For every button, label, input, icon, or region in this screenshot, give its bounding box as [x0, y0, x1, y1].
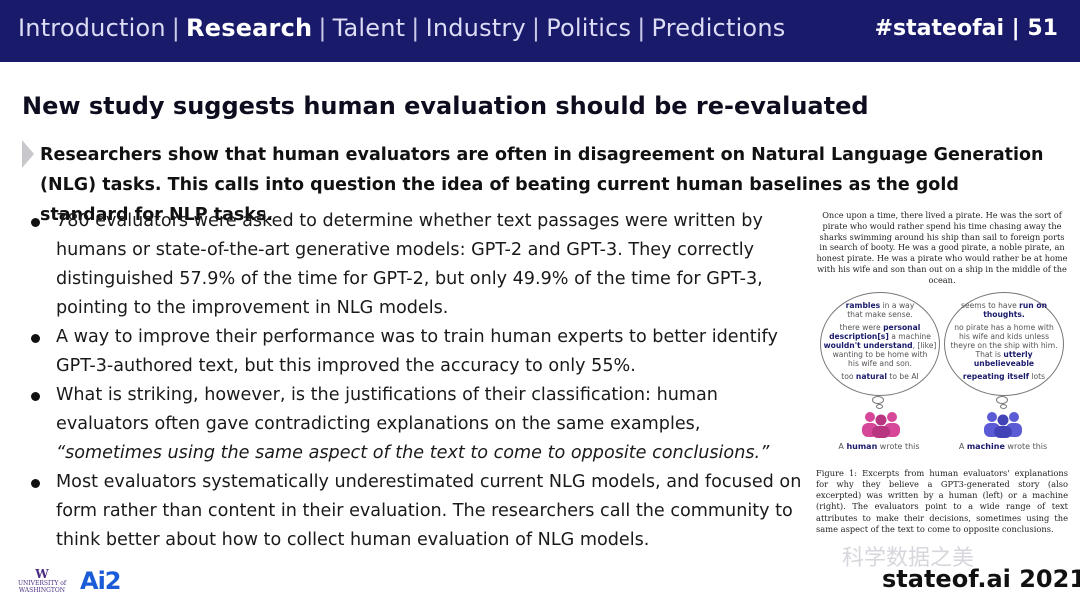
bubble-text: his wife and kids unless — [958, 331, 1050, 341]
thought-dot-icon — [1000, 403, 1007, 409]
bubble-text: repeating itself — [962, 371, 1030, 381]
nav-separator: | — [637, 14, 646, 42]
bubble-text: lots — [1029, 371, 1046, 381]
bullet-quote: “sometimes using the same aspect of the … — [56, 443, 770, 463]
thought-dot-icon — [996, 395, 1008, 404]
bullet-text: Most evaluators systematically underesti… — [56, 472, 802, 550]
bubble-text: theyre on the ship with him. — [950, 340, 1058, 350]
label-text: human — [846, 441, 878, 451]
slide-title: New study suggests human evaluation shou… — [22, 92, 869, 120]
bubble-text: rambles — [845, 300, 881, 310]
bullet-text: A way to improve their performance was t… — [56, 327, 778, 376]
uw-logo: W UNIVERSITY of WASHINGTON — [14, 568, 70, 594]
list-item: What is striking, however, is the justif… — [28, 381, 813, 468]
nav-industry[interactable]: Industry — [425, 14, 526, 42]
bubble-text: there were — [839, 322, 884, 332]
paper-figure: Once upon a time, there lived a pirate. … — [816, 210, 1068, 545]
bubble-text: , [like] — [912, 340, 937, 350]
bubble-text: a machine — [888, 331, 931, 341]
bubble-text: wouldn't understand — [823, 340, 913, 350]
thought-bubbles: rambles in a way that make sense. there … — [816, 291, 1068, 462]
human-thought-bubble: rambles in a way that make sense. there … — [820, 291, 940, 396]
bubble-text: description[s] — [829, 331, 889, 341]
bubble-text: to be AI — [886, 371, 919, 381]
uw-logo-mark: W — [35, 567, 49, 581]
bullet-dot-icon — [31, 392, 40, 401]
bubble-text: that make sense. — [847, 309, 913, 319]
nav-separator: | — [531, 14, 541, 42]
nav-introduction[interactable]: Introduction — [18, 14, 166, 42]
nav-politics[interactable]: Politics — [546, 14, 632, 42]
list-item: 780 evaluators were asked to determine w… — [28, 207, 813, 323]
subheading-text: Researchers show that human evaluators a… — [40, 145, 1044, 225]
thought-dot-icon — [876, 403, 883, 409]
human-label: A human wrote this — [824, 442, 934, 451]
bullet-text: What is striking, however, is the justif… — [56, 385, 718, 434]
bullet-text: 780 evaluators were asked to determine w… — [56, 211, 763, 318]
bullet-dot-icon — [31, 334, 40, 343]
site-footer-text: stateof.ai 2021 — [882, 565, 1080, 593]
label-text: A — [958, 441, 967, 451]
bubble-text: utterly — [1003, 349, 1033, 359]
bubble-text: natural — [855, 371, 887, 381]
top-navigation-bar: Introduction | Research | Talent | Industry | Po… — [0, 0, 1080, 62]
bubble-text: wanting to be home with — [832, 349, 928, 359]
bubble-text: his wife and son. — [848, 358, 912, 368]
nav-predictions[interactable]: Predictions — [651, 14, 786, 42]
nav-talent[interactable]: Talent — [332, 14, 406, 42]
bubble-text: personal — [883, 322, 921, 332]
bubble-text: That is — [975, 349, 1004, 359]
list-item: A way to improve their performance was t… — [28, 323, 813, 381]
figure-caption: Figure 1: Excerpts from human evaluators… — [816, 467, 1068, 535]
bubble-text: too — [841, 371, 856, 381]
machine-people-icon — [984, 411, 1022, 438]
label-text: machine — [966, 441, 1005, 451]
list-item: Most evaluators systematically underesti… — [28, 468, 813, 555]
subheading-arrow-icon — [22, 140, 34, 168]
label-text: wrote this — [877, 441, 920, 451]
bubble-text: seems to have — [961, 300, 1020, 310]
bubble-text: run on — [1019, 300, 1047, 310]
bullet-dot-icon — [31, 218, 40, 227]
bubble-text: no pirate has a home with — [954, 322, 1054, 332]
figure-story-excerpt: Once upon a time, there lived a pirate. … — [816, 210, 1068, 285]
machine-label: A machine wrote this — [948, 442, 1058, 451]
bubble-text: unbelieveable — [973, 358, 1035, 368]
nav-separator: | — [318, 14, 327, 42]
thought-dot-icon — [872, 395, 884, 404]
section-nav: Introduction | Research | Talent | Industry | Po… — [18, 14, 785, 42]
bubble-text: thoughts. — [983, 309, 1025, 319]
human-people-icon — [862, 411, 900, 438]
bullet-dot-icon — [31, 479, 40, 488]
nav-separator: | — [171, 14, 181, 42]
bullet-list: 780 evaluators were asked to determine w… — [28, 207, 813, 555]
ai2-logo: Ai2 — [80, 567, 121, 595]
machine-thought-bubble: seems to have run on thoughts. no pirate… — [944, 291, 1064, 396]
nav-separator: | — [411, 14, 420, 42]
nav-research[interactable]: Research — [186, 14, 313, 42]
label-text: A — [838, 441, 847, 451]
bubble-text: in a way — [880, 300, 915, 310]
watermark: 科学数据之美 — [842, 546, 975, 571]
hashtag-page-number: #stateofai | 51 — [874, 16, 1058, 41]
uw-logo-text: UNIVERSITY of WASHINGTON — [17, 580, 67, 594]
label-text: wrote this — [1004, 441, 1048, 451]
